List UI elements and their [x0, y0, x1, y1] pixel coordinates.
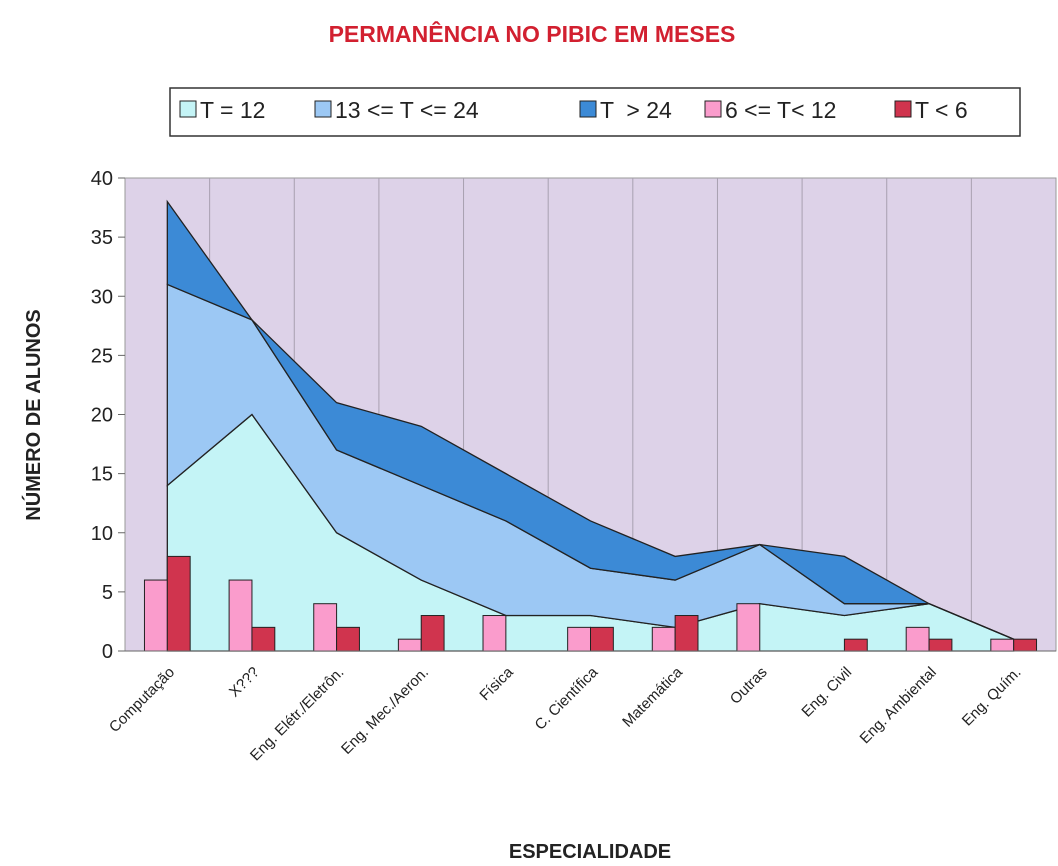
legend-label: T < 6 [915, 97, 968, 123]
y-tick-label: 35 [91, 227, 113, 249]
bar [1013, 638, 1038, 652]
bar [651, 626, 676, 652]
bar [482, 615, 507, 652]
bar [143, 579, 168, 652]
x-axis-label: ESPECIALIDADE [509, 841, 671, 861]
x-tick-label: Matemática [619, 663, 686, 730]
x-tick-label: Física [476, 663, 517, 704]
legend-label: 6 <= T< 12 [725, 97, 836, 123]
x-tick-label: Eng. Ambiental [857, 664, 940, 747]
y-tick-label: 0 [102, 641, 113, 663]
x-tick-label: Eng. Elétr./Eletrôn. [247, 664, 347, 764]
x-tick-label: Outras [727, 664, 771, 708]
legend-swatch [179, 100, 197, 118]
y-tick-label: 30 [91, 286, 113, 308]
y-tick-label: 25 [91, 345, 113, 367]
bar [336, 626, 360, 652]
x-tick-label: C. Científica [532, 663, 602, 733]
bar [228, 579, 253, 652]
legend-label: 13 <= T <= 24 [335, 97, 479, 123]
bar [166, 555, 191, 652]
bar [313, 603, 338, 652]
x-tick-label: Eng. Mec./Aeron. [338, 664, 432, 758]
chart-title: PERMANÊNCIA NO PIBIC EM MESES [329, 20, 736, 47]
legend-swatch [894, 100, 912, 118]
x-tick-label: Computação [106, 664, 178, 736]
y-tick-label: 15 [91, 464, 113, 486]
bar [420, 615, 445, 652]
legend-swatch [314, 100, 332, 118]
bar [990, 638, 1015, 652]
bar [567, 626, 592, 652]
legend-label: T > 24 [600, 97, 672, 123]
x-tick-label: Eng. Civil [798, 664, 855, 721]
y-tick-label: 20 [91, 405, 113, 427]
bar [736, 603, 761, 652]
bar [251, 626, 276, 652]
x-tick-label: Eng. Quím. [959, 664, 1025, 730]
bar [843, 638, 868, 652]
area [166, 199, 1014, 640]
legend-swatch [704, 100, 722, 118]
bar [928, 638, 953, 652]
y-tick-label: 5 [102, 582, 113, 604]
legend-label: T = 12 [200, 97, 265, 123]
y-axis-label: NÚMERO DE ALUNOS [21, 309, 45, 520]
bar [905, 626, 930, 652]
bar [590, 626, 614, 652]
bar [674, 615, 699, 652]
bar [397, 638, 422, 652]
legend-swatch [579, 100, 597, 118]
y-tick-label: 10 [91, 523, 113, 545]
x-tick-label: X??? [226, 664, 263, 701]
y-tick-label: 40 [91, 168, 113, 190]
